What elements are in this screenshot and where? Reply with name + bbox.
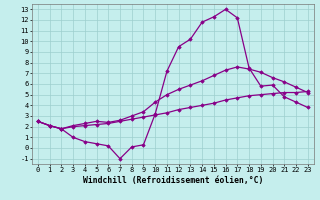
X-axis label: Windchill (Refroidissement éolien,°C): Windchill (Refroidissement éolien,°C) [83, 176, 263, 185]
